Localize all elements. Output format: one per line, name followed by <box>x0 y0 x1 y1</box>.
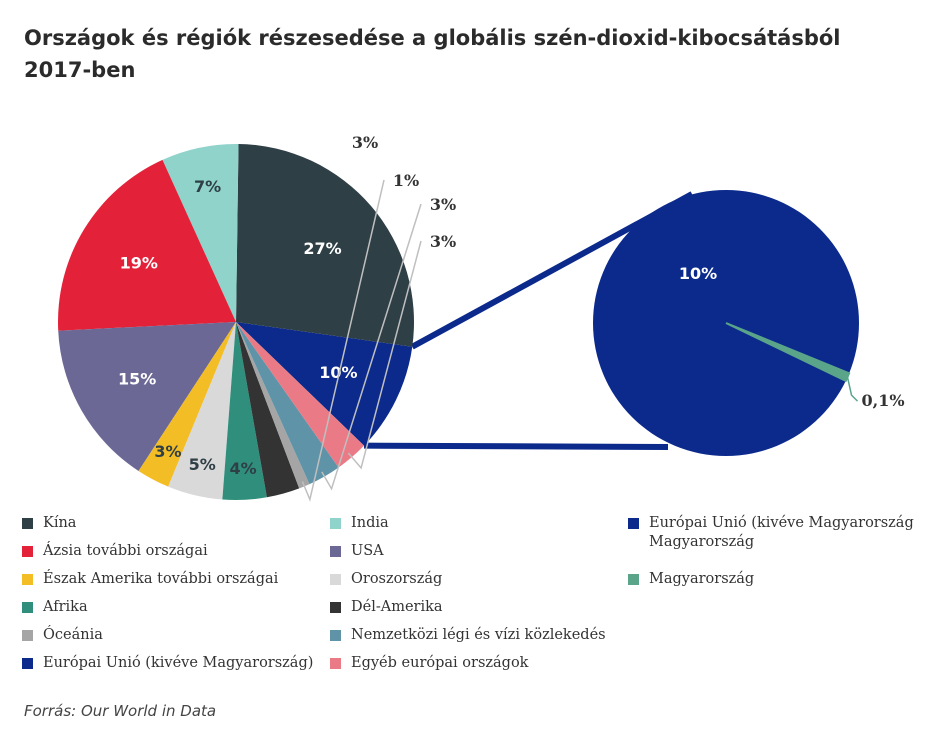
legend-swatch <box>22 546 33 557</box>
label-del-amerika: 3% <box>352 133 378 152</box>
zoom-label-magyarorszag: 0,1% <box>862 391 905 410</box>
zoom-pie: 10% 0,1% <box>593 190 905 456</box>
slice-oroszorszag <box>168 322 236 500</box>
legend-swatch <box>628 574 639 585</box>
label-oroszorszag: 5% <box>189 455 216 474</box>
leader-line-nemzetkozi-legi-es-vizi-kozlekedes <box>321 203 422 491</box>
slice-kina <box>236 144 415 347</box>
label-india: 7% <box>194 177 221 196</box>
legend-item-usa: USA <box>330 542 384 561</box>
legend-item-afrika: Afrika <box>22 598 88 617</box>
legend-item-egyeb-europai-orszagok: Egyéb európai országok <box>330 654 528 673</box>
legend-item-europai-unio-kiveve-magyarorszag: Európai Unió (kivéve Magyarország Magyaro… <box>628 514 914 552</box>
leader-line-oceania <box>301 179 385 502</box>
legend-item-del-amerika: Dél-Amerika <box>330 598 443 617</box>
zoom-label-europai-unio-kiveve-magyarorszag: 10% <box>679 264 717 283</box>
chart-title-line-1: Országok és régiók részesedése a globáli… <box>24 26 841 50</box>
legend-item-oroszorszag: Oroszország <box>330 570 442 589</box>
label-nemzetkozi-legi-es-vizi-kozlekedes: 3% <box>430 195 456 214</box>
leader-line-magyarorszag <box>846 376 859 402</box>
label-afrika: 4% <box>230 459 257 478</box>
legend-label: Egyéb európai országok <box>351 655 529 671</box>
legend-swatch <box>330 546 341 557</box>
legend-swatch <box>330 602 341 613</box>
legend-label: Magyarország <box>649 571 755 587</box>
legend-swatch <box>330 630 341 641</box>
slice-oceania <box>236 322 310 489</box>
legend-item-oceania: Óceánia <box>22 626 103 645</box>
label-usa: 15% <box>118 370 156 389</box>
legend-label: Afrika <box>43 599 88 615</box>
legend-swatch <box>22 574 33 585</box>
pie-chart: 10% 0,1% 10% 27% 7% 19% 15% 3% 5% 4% 3% 1% 3% 3% <box>57 133 905 502</box>
legend-swatch <box>628 518 639 529</box>
slice-egyeb-europai-orszagok <box>236 322 365 468</box>
legend-item-nemzetkozi-legi-es-vizi-kozlekedes: Nemzetközi légi és vízi közlekedés <box>330 626 606 645</box>
leader-line-egyeb-europai-orszagok <box>347 240 422 470</box>
legend-swatch <box>330 574 341 585</box>
legend-label: Európai Unió (kivéve Magyarország) <box>43 655 314 671</box>
legend-item-azsia-tovabbi-orszagai: Ázsia további országai <box>22 542 208 561</box>
slice-europai-unio-kiveve-magyarorszag <box>236 322 413 446</box>
legend-swatch <box>22 630 33 641</box>
legend-item-magyarorszag: Magyarország <box>628 570 754 589</box>
legend-item-kina: Kína <box>22 514 76 533</box>
slice-eszak-amerika-tovabbi-orszagai <box>138 322 236 487</box>
legend-label: USA <box>351 543 384 559</box>
legend-label: Óceánia <box>43 627 103 643</box>
slice-usa <box>58 322 237 471</box>
legend-item-india: India <box>330 514 389 533</box>
slice-azsia-tovabbi-orszagai <box>57 159 236 331</box>
slice-del-amerika <box>236 322 300 498</box>
legend-label: Észak Amerika további országai <box>43 571 279 587</box>
legend-item-eszak-amerika-tovabbi-orszagai: Észak Amerika további országai <box>22 570 278 589</box>
legend-label: Nemzetközi légi és vízi közlekedés <box>351 627 606 643</box>
label-europai-unio-kiveve-magyarorszag: 10% <box>319 363 357 382</box>
label-oceania: 1% <box>393 171 419 190</box>
legend-swatch <box>330 518 341 529</box>
legend-label: Európai Unió (kivéve Magyarország Magyaro… <box>649 515 914 550</box>
legend-swatch <box>22 602 33 613</box>
legend-label: Kína <box>43 515 77 531</box>
pie-labels: 10% 27% 7% 19% 15% 3% 5% 4% 3% 1% 3% 3% <box>118 133 456 502</box>
chart-title-line-2: 2017-ben <box>24 58 136 82</box>
label-eszak-amerika-tovabbi-orszagai: 3% <box>154 442 181 461</box>
chart-title: Országok és régiók részesedése a globáli… <box>24 22 904 86</box>
legend-label: Dél-Amerika <box>351 599 443 615</box>
slice-nemzetkozi-legi-es-vizi-kozlekedes <box>236 322 339 485</box>
legend-item-europai-unio-kiveve-magyarorszag: Európai Unió (kivéve Magyarország) <box>22 654 313 673</box>
slice-afrika <box>222 322 267 501</box>
legend-label: Ázsia további országai <box>43 543 208 559</box>
slice-india <box>162 144 239 322</box>
legend-swatch <box>330 658 341 669</box>
main-pie <box>57 144 415 501</box>
label-egyeb-europai-orszagok: 3% <box>430 232 456 251</box>
label-azsia-tovabbi-orszagai: 19% <box>120 254 158 273</box>
legend-swatch <box>22 658 33 669</box>
label-kina: 27% <box>303 239 341 258</box>
source-note: Forrás: Our World in Data <box>24 702 217 720</box>
legend-label: India <box>351 515 389 531</box>
legend-label: Oroszország <box>351 571 443 587</box>
connector-bottom <box>364 442 669 450</box>
legend-swatch <box>22 518 33 529</box>
